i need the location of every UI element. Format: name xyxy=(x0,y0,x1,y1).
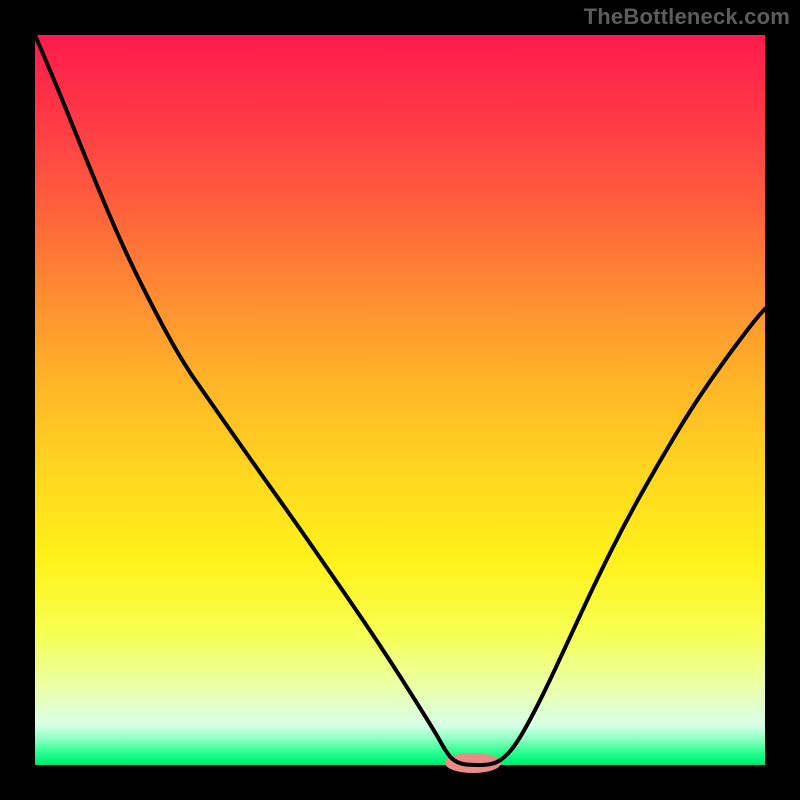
chart-stage: TheBottleneck.com xyxy=(0,0,800,800)
watermark-text: TheBottleneck.com xyxy=(584,4,790,30)
bottleneck-chart xyxy=(0,0,800,800)
chart-background-gradient xyxy=(35,35,765,765)
